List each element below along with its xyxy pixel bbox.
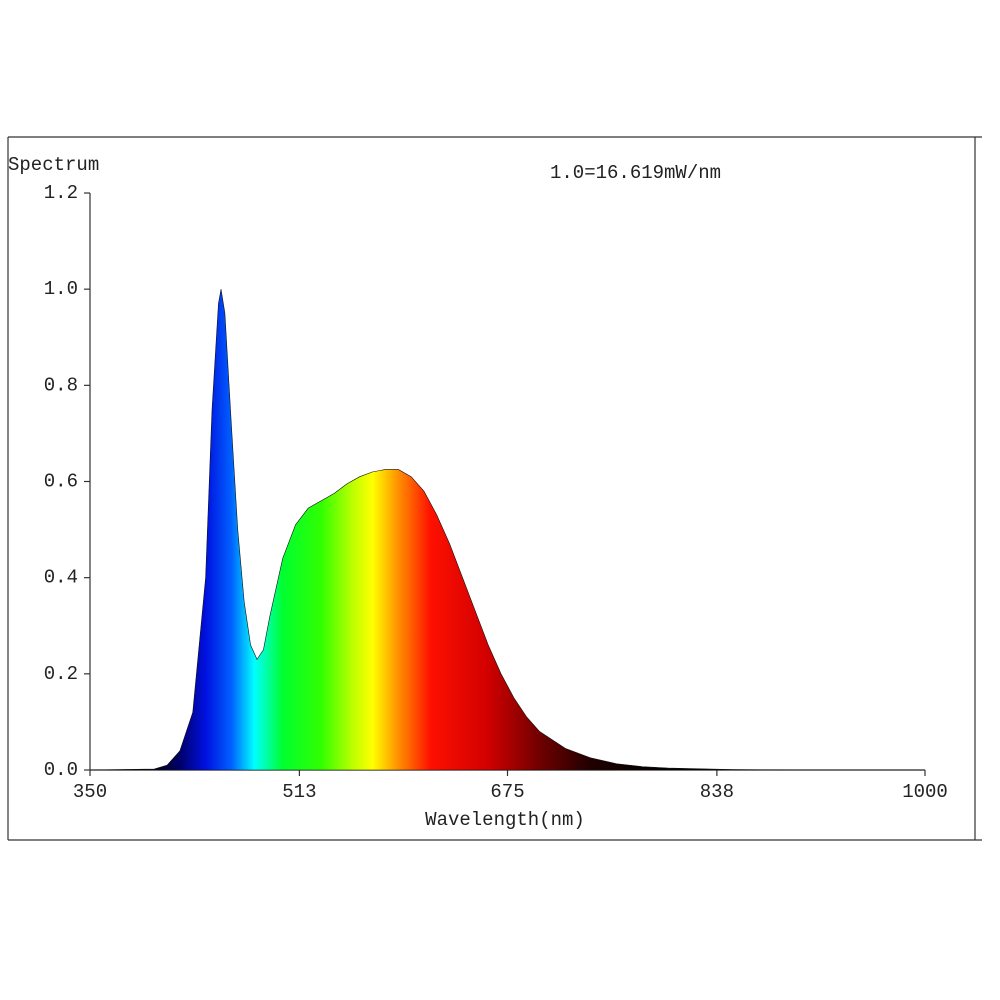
annotation: 1.0=16.619mW/nm bbox=[550, 162, 721, 184]
x-tick-label: 838 bbox=[700, 781, 734, 803]
y-tick-label: 0.4 bbox=[44, 567, 78, 589]
y-tick-label: 0.2 bbox=[44, 663, 78, 685]
y-tick-label: 1.0 bbox=[44, 278, 78, 300]
y-tick-label: 0.0 bbox=[44, 759, 78, 781]
x-axis-label: Wavelength(nm) bbox=[425, 809, 585, 831]
x-tick-label: 513 bbox=[282, 781, 316, 803]
x-tick-label: 1000 bbox=[902, 781, 948, 803]
spectrum-area bbox=[89, 289, 925, 771]
x-tick-label: 675 bbox=[490, 781, 524, 803]
y-tick-label: 0.6 bbox=[44, 471, 78, 493]
y-tick-label: 0.8 bbox=[44, 374, 78, 396]
x-tick-label: 350 bbox=[73, 781, 107, 803]
y-tick-label: 1.2 bbox=[44, 182, 78, 204]
chart-title: Spectrum bbox=[8, 154, 99, 176]
